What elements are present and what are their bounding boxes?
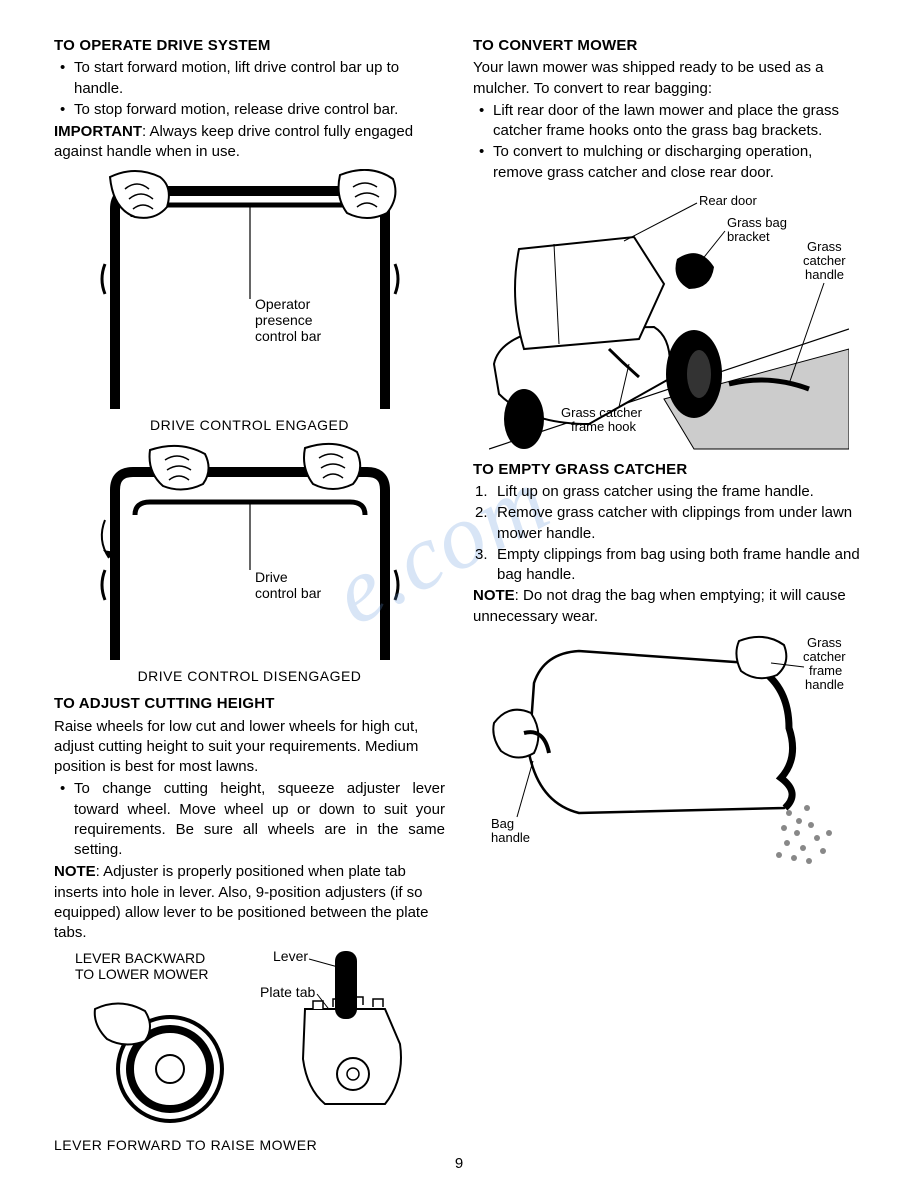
fig-label: Grass catcher	[561, 405, 643, 420]
adjust-bullets: To change cutting height, squeeze adjust…	[54, 779, 445, 860]
note-label: NOTE	[54, 863, 96, 880]
fig-label: Bag	[491, 816, 514, 831]
fig-label: Rear door	[699, 193, 757, 208]
fig-label: control bar	[255, 328, 321, 344]
adjust-note: NOTE: Adjuster is properly positioned wh…	[54, 862, 445, 943]
fig-label: bracket	[727, 229, 770, 244]
figure-mower-rear: Rear door Grass bag bracket Grass catche…	[473, 189, 864, 454]
convert-bullets: Lift rear door of the lawn mower and pla…	[473, 101, 864, 183]
fig-label: handle	[805, 267, 844, 282]
drive-engaged-illustration: Operator presence control bar	[95, 169, 405, 414]
fig-label: frame	[809, 663, 842, 678]
heading-drive-system: TO OPERATE DRIVE SYSTEM	[54, 36, 445, 56]
page-number: 9	[455, 1154, 463, 1174]
mower-rear-illustration: Rear door Grass bag bracket Grass catche…	[489, 189, 849, 454]
wheel-adjuster-illustration: LEVER BACKWARD TO LOWER MOWER Lever Plat…	[75, 949, 425, 1134]
fig-label: catcher	[803, 649, 846, 664]
fig-label: Grass bag	[727, 215, 787, 230]
heading-empty-catcher: TO EMPTY GRASS CATCHER	[473, 460, 864, 480]
convert-intro: Your lawn mower was shipped ready to be …	[473, 58, 864, 99]
figure-drive-engaged: Operator presence control bar DRIVE CONT…	[54, 169, 445, 435]
list-item: Empty clippings from bag using both fram…	[473, 545, 864, 586]
fig-label: Drive	[255, 569, 288, 585]
note-label: NOTE	[473, 587, 515, 604]
list-item: To stop forward motion, release drive co…	[54, 100, 445, 120]
fig-label: control bar	[255, 585, 321, 601]
empty-note: NOTE: Do not drag the bag when emptying;…	[473, 586, 864, 627]
fig-label: handle	[805, 677, 844, 692]
fig-label: handle	[491, 830, 530, 845]
fig-label: Operator	[255, 296, 311, 312]
list-item: Remove grass catcher with clippings from…	[473, 503, 864, 544]
heading-convert-mower: TO CONVERT MOWER	[473, 36, 864, 56]
page-columns: TO OPERATE DRIVE SYSTEM To start forward…	[54, 36, 864, 1159]
list-item: To start forward motion, lift drive cont…	[54, 58, 445, 99]
heading-adjust-height: TO ADJUST CUTTING HEIGHT	[54, 694, 445, 714]
fig-label: LEVER BACKWARD	[75, 950, 205, 966]
note-text: : Adjuster is properly positioned when p…	[54, 863, 428, 941]
fig-label: Grass	[807, 239, 842, 254]
list-item: Lift up on grass catcher using the frame…	[473, 482, 864, 502]
figure-caption: LEVER FORWARD TO RAISE MOWER	[54, 1136, 445, 1155]
figure-empty-bag: Grass catcher frame handle Bag handle	[473, 633, 864, 868]
fig-label: Grass	[807, 635, 842, 650]
list-item: To change cutting height, squeeze adjust…	[54, 779, 445, 860]
figure-caption: DRIVE CONTROL DISENGAGED	[54, 667, 445, 686]
figure-caption: DRIVE CONTROL ENGAGED	[54, 416, 445, 435]
list-item: Lift rear door of the lawn mower and pla…	[473, 101, 864, 142]
fig-label: Plate tab	[260, 984, 315, 1000]
fig-label: TO LOWER MOWER	[75, 966, 209, 982]
drive-disengaged-illustration: Drive control bar	[95, 440, 405, 665]
empty-catcher-steps: Lift up on grass catcher using the frame…	[473, 482, 864, 585]
fig-label: frame hook	[571, 419, 637, 434]
note-text: : Do not drag the bag when emptying; it …	[473, 587, 846, 624]
important-note: IMPORTANT: Always keep drive control ful…	[54, 122, 445, 163]
important-label: IMPORTANT	[54, 123, 142, 140]
left-column: TO OPERATE DRIVE SYSTEM To start forward…	[54, 36, 445, 1159]
drive-system-bullets: To start forward motion, lift drive cont…	[54, 58, 445, 120]
empty-bag-illustration: Grass catcher frame handle Bag handle	[489, 633, 849, 868]
fig-label: catcher	[803, 253, 846, 268]
right-column: TO CONVERT MOWER Your lawn mower was shi…	[473, 36, 864, 1159]
figure-wheel-adjuster: LEVER BACKWARD TO LOWER MOWER Lever Plat…	[54, 949, 445, 1155]
adjust-intro: Raise wheels for low cut and lower wheel…	[54, 717, 445, 778]
fig-label: presence	[255, 312, 313, 328]
list-item: To convert to mulching or discharging op…	[473, 142, 864, 183]
figure-drive-disengaged: Drive control bar DRIVE CONTROL DISENGAG…	[54, 440, 445, 686]
fig-label: Lever	[273, 949, 308, 964]
